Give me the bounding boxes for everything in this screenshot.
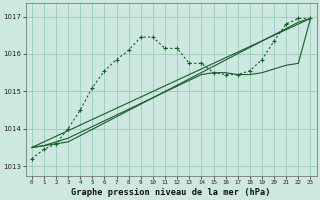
- X-axis label: Graphe pression niveau de la mer (hPa): Graphe pression niveau de la mer (hPa): [71, 188, 271, 197]
